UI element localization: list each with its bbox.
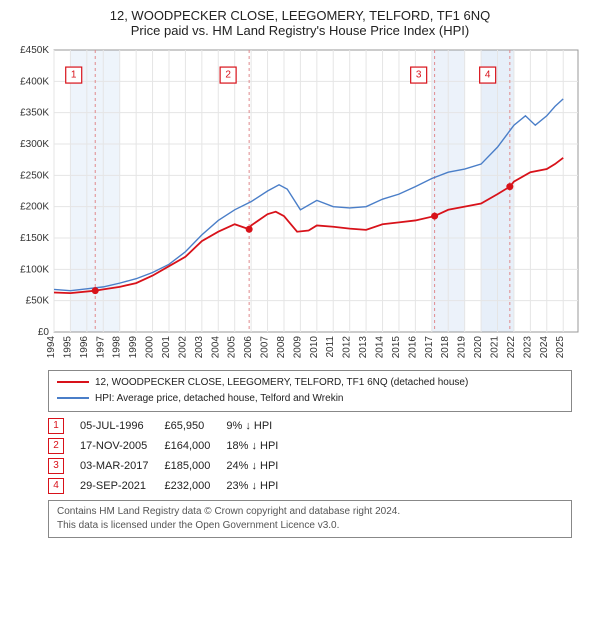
sale-marker: 1 <box>48 418 64 434</box>
svg-text:1997: 1997 <box>95 336 106 359</box>
svg-text:2014: 2014 <box>375 336 386 359</box>
sale-date: 29-SEP-2021 <box>80 476 164 496</box>
svg-text:2000: 2000 <box>145 336 156 359</box>
svg-text:2015: 2015 <box>391 336 402 359</box>
svg-text:1998: 1998 <box>112 336 123 359</box>
svg-text:2019: 2019 <box>457 336 468 359</box>
legend-label: 12, WOODPECKER CLOSE, LEEGOMERY, TELFORD… <box>95 377 468 388</box>
sale-marker: 4 <box>48 478 64 494</box>
sale-date: 17-NOV-2005 <box>80 436 164 456</box>
svg-text:2025: 2025 <box>555 336 566 359</box>
svg-text:1999: 1999 <box>128 336 139 359</box>
svg-text:2024: 2024 <box>539 336 550 359</box>
svg-text:2013: 2013 <box>358 336 369 359</box>
svg-text:2005: 2005 <box>227 336 238 359</box>
table-row: 1 05-JUL-1996£65,9509% ↓ HPI <box>48 416 294 436</box>
svg-text:£450K: £450K <box>20 45 49 56</box>
svg-text:1996: 1996 <box>79 336 90 359</box>
footer-line-1: Contains HM Land Registry data © Crown c… <box>57 505 563 519</box>
svg-text:£100K: £100K <box>20 264 49 275</box>
sale-date: 05-JUL-1996 <box>80 416 164 436</box>
svg-text:1995: 1995 <box>62 336 73 359</box>
legend-label: HPI: Average price, detached house, Telf… <box>95 393 344 404</box>
price-chart: £0£50K£100K£150K£200K£250K£300K£350K£400… <box>8 44 592 364</box>
svg-text:2008: 2008 <box>276 336 287 359</box>
svg-text:2012: 2012 <box>342 336 353 359</box>
svg-text:4: 4 <box>485 70 491 81</box>
sale-price: £232,000 <box>164 476 226 496</box>
svg-text:2001: 2001 <box>161 336 172 359</box>
svg-text:£300K: £300K <box>20 139 49 150</box>
svg-text:2: 2 <box>225 70 231 81</box>
chart-subtitle: Price paid vs. HM Land Registry's House … <box>8 23 592 38</box>
table-row: 2 17-NOV-2005£164,00018% ↓ HPI <box>48 436 294 456</box>
sale-hpi-diff: 23% ↓ HPI <box>226 476 294 496</box>
svg-text:2020: 2020 <box>473 336 484 359</box>
svg-text:2017: 2017 <box>424 336 435 359</box>
svg-text:2010: 2010 <box>309 336 320 359</box>
legend-swatch <box>57 397 89 399</box>
sale-hpi-diff: 24% ↓ HPI <box>226 456 294 476</box>
chart-container: £0£50K£100K£150K£200K£250K£300K£350K£400… <box>8 44 592 364</box>
svg-text:2011: 2011 <box>325 336 336 358</box>
legend-item: HPI: Average price, detached house, Telf… <box>57 391 563 407</box>
sale-price: £185,000 <box>164 456 226 476</box>
footer-attribution: Contains HM Land Registry data © Crown c… <box>48 500 572 538</box>
svg-text:2023: 2023 <box>522 336 533 359</box>
sale-hpi-diff: 9% ↓ HPI <box>226 416 294 436</box>
sales-table: 1 05-JUL-1996£65,9509% ↓ HPI 2 17-NOV-2005£… <box>48 416 294 496</box>
svg-text:1: 1 <box>71 70 77 81</box>
svg-text:2007: 2007 <box>260 336 271 359</box>
sale-date: 03-MAR-2017 <box>80 456 164 476</box>
svg-text:£150K: £150K <box>20 233 49 244</box>
table-row: 3 03-MAR-2017£185,00024% ↓ HPI <box>48 456 294 476</box>
legend-item: 12, WOODPECKER CLOSE, LEEGOMERY, TELFORD… <box>57 375 563 391</box>
svg-text:2021: 2021 <box>490 336 501 359</box>
svg-text:£50K: £50K <box>26 296 50 307</box>
svg-text:£400K: £400K <box>20 76 49 87</box>
svg-text:2002: 2002 <box>177 336 188 359</box>
svg-text:2003: 2003 <box>194 336 205 359</box>
svg-text:£200K: £200K <box>20 202 49 213</box>
svg-text:2018: 2018 <box>440 336 451 359</box>
sale-price: £65,950 <box>164 416 226 436</box>
footer-line-2: This data is licensed under the Open Gov… <box>57 519 563 533</box>
svg-text:2004: 2004 <box>210 336 221 359</box>
sale-marker: 3 <box>48 458 64 474</box>
sale-price: £164,000 <box>164 436 226 456</box>
table-row: 4 29-SEP-2021£232,00023% ↓ HPI <box>48 476 294 496</box>
legend-swatch <box>57 381 89 383</box>
svg-text:3: 3 <box>416 70 422 81</box>
svg-text:2009: 2009 <box>292 336 303 359</box>
sale-hpi-diff: 18% ↓ HPI <box>226 436 294 456</box>
svg-text:2022: 2022 <box>506 336 517 359</box>
sale-marker: 2 <box>48 438 64 454</box>
svg-text:1994: 1994 <box>46 336 57 359</box>
svg-text:£250K: £250K <box>20 170 49 181</box>
legend: 12, WOODPECKER CLOSE, LEEGOMERY, TELFORD… <box>48 370 572 412</box>
svg-text:2016: 2016 <box>407 336 418 359</box>
chart-title: 12, WOODPECKER CLOSE, LEEGOMERY, TELFORD… <box>8 8 592 23</box>
svg-text:£350K: £350K <box>20 108 49 119</box>
svg-text:2006: 2006 <box>243 336 254 359</box>
